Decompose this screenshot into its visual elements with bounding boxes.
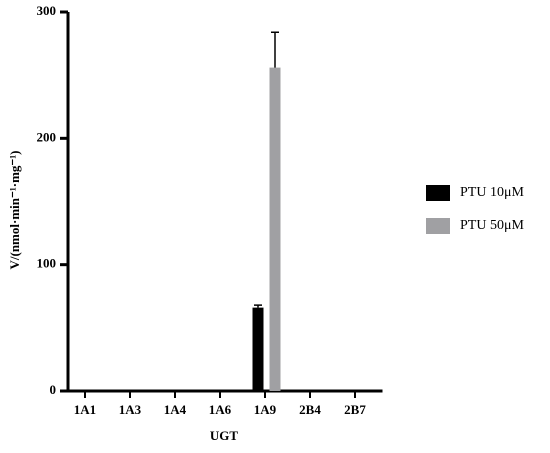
bar bbox=[269, 67, 281, 391]
error-bar bbox=[254, 304, 262, 308]
x-tick-label: 2B4 bbox=[299, 402, 321, 417]
x-tick-label: 1A3 bbox=[119, 402, 142, 417]
y-tick-label: 0 bbox=[50, 382, 57, 397]
y-tick-label: 100 bbox=[37, 256, 57, 271]
bar bbox=[252, 307, 264, 391]
legend-swatch bbox=[426, 218, 450, 234]
x-tick-label: 1A6 bbox=[209, 402, 232, 417]
x-tick-label: 1A4 bbox=[164, 402, 187, 417]
y-tick-label: 300 bbox=[37, 3, 57, 18]
x-tick-label: 1A9 bbox=[254, 402, 277, 417]
legend-label: PTU 50μM bbox=[460, 218, 524, 233]
legend-swatch bbox=[426, 185, 450, 201]
legend-label: PTU 10μM bbox=[460, 185, 524, 200]
y-tick-label: 200 bbox=[37, 129, 57, 144]
x-axis-label: UGT bbox=[210, 428, 239, 443]
y-axis-label: V/(nmol·min⁻¹·mg⁻¹) bbox=[7, 150, 22, 269]
x-tick-label: 1A1 bbox=[74, 402, 96, 417]
x-tick-label: 2B7 bbox=[344, 402, 366, 417]
error-bar bbox=[271, 31, 279, 68]
